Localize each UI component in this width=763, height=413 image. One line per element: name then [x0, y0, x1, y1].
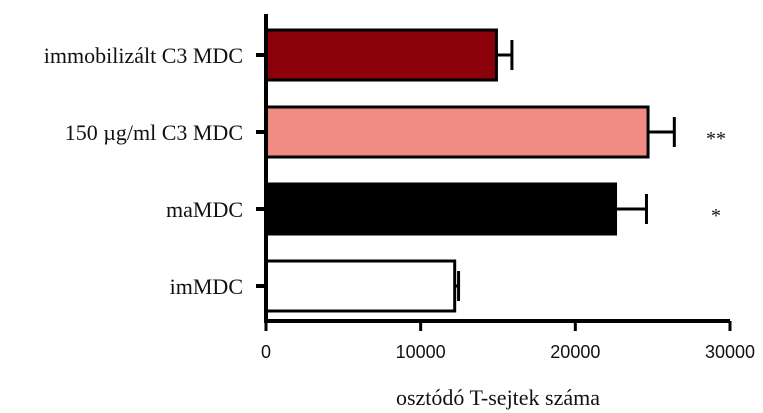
significance-label: ** [706, 128, 726, 150]
bar [264, 28, 498, 82]
bar [264, 105, 650, 159]
error-bars-group [454, 40, 676, 301]
bar [264, 259, 457, 313]
category-ticks-group: immobilizált C3 MDC 150 µg/ml C3 MDC maMDC… [44, 43, 266, 299]
x-tick-label: 20000 [550, 342, 600, 362]
category-label: immobilizált C3 MDC [44, 43, 243, 68]
x-ticks-group: 0 10000 20000 30000 [261, 321, 755, 362]
bars-group [264, 28, 650, 313]
category-label: 150 µg/ml C3 MDC [65, 120, 243, 145]
x-tick-label: 0 [261, 342, 271, 362]
significance-label: * [711, 205, 721, 227]
axes-group [264, 14, 730, 323]
category-label: maMDC [166, 197, 243, 222]
significance-group: *** [706, 128, 726, 227]
x-tick-label: 10000 [396, 342, 446, 362]
x-axis-label: osztódó T-sejtek száma [396, 385, 600, 410]
bar [264, 182, 618, 236]
category-label: imMDC [170, 274, 243, 299]
x-tick-label: 30000 [705, 342, 755, 362]
